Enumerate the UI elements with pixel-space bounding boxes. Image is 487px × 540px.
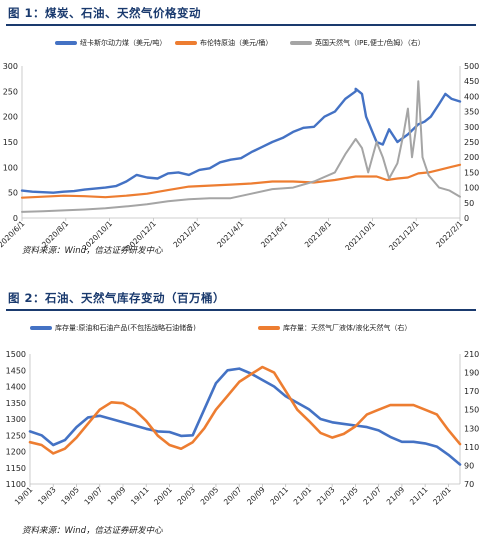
y-right-tick-label: 0 <box>464 214 469 223</box>
y-left-tick-label: 1400 <box>6 383 26 392</box>
figure1-source: 资料来源：Wind，信达证券研发中心 <box>22 246 163 256</box>
x-tick-label: 21/09 <box>385 485 407 507</box>
y-right-tick-label: 70 <box>464 480 474 489</box>
y-left-tick-label: 100 <box>3 163 18 172</box>
x-tick-label: 21/05 <box>338 485 360 507</box>
y-right-tick-label: 170 <box>464 387 479 396</box>
x-tick-label: 20/11 <box>268 485 290 507</box>
y-left-tick-label: 0 <box>13 214 18 223</box>
figure2-title-rule <box>6 309 476 311</box>
lng-inventory-line <box>28 365 462 455</box>
x-tick-label: 19/09 <box>106 485 128 507</box>
y-right-tick-label: 90 <box>464 461 474 470</box>
y-left-tick-label: 1500 <box>6 350 26 359</box>
x-tick-label: 19/03 <box>36 485 58 507</box>
legend-label-coal: 纽卡斯尔动力煤（美元/吨） <box>80 39 167 47</box>
figure2-legend-lng: 库存量：天然气厂液体/液化天然气（右） <box>258 323 411 333</box>
legend-label-brent: 布伦特原油（美元/桶） <box>200 39 273 47</box>
legend-label-gas: 英国天然气（IPE,便士/色姆）（右） <box>315 39 425 47</box>
figure2-source: 资料来源：Wind，信达证券研发中心 <box>22 526 163 536</box>
figure2-title: 图 2：石油、天然气库存变动（百万桶） <box>8 291 226 305</box>
y-left-tick-label: 200 <box>3 113 18 122</box>
x-tick-label: 19/11 <box>129 485 151 507</box>
legend-swatch-brent <box>175 41 197 45</box>
legend-label-oil: 库存量:原油和石油产品(不包括战略石油储备) <box>55 324 196 332</box>
y-left-tick-label: 1300 <box>6 415 26 424</box>
x-tick-label: 22/01 <box>431 485 453 507</box>
y-left-tick-label: 1450 <box>6 366 26 375</box>
x-tick-label: 21/01 <box>292 485 314 507</box>
y-right-tick-label: 50 <box>464 199 474 208</box>
figure1-chart: 0 50 100 150 200 250 300 0 50 100 150 200 250 300 350 4… <box>0 62 479 250</box>
y-left-tick-label: 300 <box>3 62 18 71</box>
y-left-tick-label: 250 <box>3 87 18 96</box>
y-right-tick-label: 250 <box>464 138 479 147</box>
x-tick-label: 19/05 <box>59 485 81 507</box>
figure1-title-rule <box>6 24 476 26</box>
figure1-legend-gas: 英国天然气（IPE,便士/色姆）（右） <box>290 38 425 48</box>
y-right-tick-label: 450 <box>464 77 479 86</box>
x-tick-label: 21/03 <box>315 485 337 507</box>
legend-label-lng: 库存量：天然气厂液体/液化天然气（右） <box>283 324 412 332</box>
y-right-tick-label: 150 <box>464 406 479 415</box>
y-right-tick-label: 400 <box>464 92 479 101</box>
x-tick-label: 21/11 <box>408 485 430 507</box>
y-right-tick-label: 350 <box>464 108 479 117</box>
y-left-tick-label: 1200 <box>6 448 26 457</box>
legend-swatch-gas <box>290 41 312 45</box>
figure1-legend-brent: 布伦特原油（美元/桶） <box>175 38 272 48</box>
y-right-tick-label: 150 <box>464 168 479 177</box>
y-right-tick-label: 500 <box>464 62 479 71</box>
y-left-tick-label: 150 <box>3 138 18 147</box>
x-tick-label: 20/05 <box>199 485 221 507</box>
x-tick-label: 20/03 <box>175 485 197 507</box>
y-right-tick-label: 130 <box>464 424 479 433</box>
coal-price-line <box>20 87 462 194</box>
x-tick-label: 19/07 <box>82 485 104 507</box>
y-right-tick-label: 100 <box>464 184 479 193</box>
uk-gas-price-line <box>21 80 461 213</box>
x-tick-label: 20/09 <box>245 485 267 507</box>
y-right-tick-label: 110 <box>464 443 479 452</box>
figure1-legend-coal: 纽卡斯尔动力煤（美元/吨） <box>55 38 166 48</box>
y-right-tick-label: 200 <box>464 153 479 162</box>
legend-swatch-oil <box>30 326 52 330</box>
y-right-tick-label: 190 <box>464 369 479 378</box>
figure2-legend-oil: 库存量:原油和石油产品(不包括战略石油储备) <box>30 323 196 333</box>
legend-swatch-lng <box>258 326 280 330</box>
y-left-tick-label: 1250 <box>6 431 26 440</box>
oil-inventory-line <box>28 367 462 466</box>
x-tick-label: 21/07 <box>361 485 383 507</box>
x-tick-label: 20/01 <box>152 485 174 507</box>
legend-swatch-coal <box>55 41 77 45</box>
figure1-title: 图 1：煤炭、石油、天然气价格变动 <box>8 6 202 20</box>
brent-price-line <box>20 163 462 199</box>
y-left-tick-label: 50 <box>8 189 18 198</box>
y-left-tick-label: 1150 <box>6 464 26 473</box>
y-right-tick-label: 300 <box>464 123 479 132</box>
y-left-tick-label: 1350 <box>6 399 26 408</box>
x-tick-label: 20/07 <box>222 485 244 507</box>
y-left-tick-label: 1100 <box>6 480 26 489</box>
y-right-tick-label: 210 <box>464 350 479 359</box>
